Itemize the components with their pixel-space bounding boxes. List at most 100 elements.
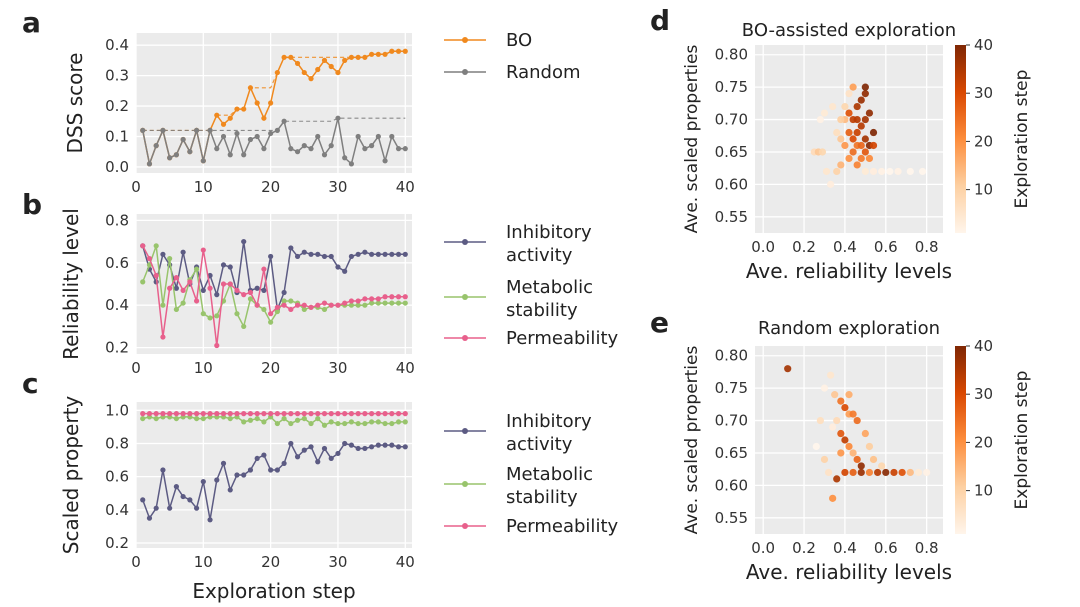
scatter-point: [853, 416, 861, 425]
data-point: [220, 133, 227, 140]
data-point: [321, 306, 328, 313]
panel-letter-d: d: [650, 4, 670, 37]
data-point: [301, 306, 307, 313]
scatter-point: [869, 167, 878, 176]
data-point: [375, 300, 381, 306]
scatter-point: [845, 90, 853, 98]
data-point: [254, 133, 260, 140]
data-point: [274, 420, 280, 427]
scatter-point: [861, 148, 869, 156]
data-point: [281, 302, 287, 308]
scatter-point: [845, 128, 853, 137]
colorbar-tick-label: 10: [974, 482, 993, 500]
data-point: [375, 419, 381, 425]
scatter-point: [857, 468, 865, 477]
series-line: [142, 441, 406, 520]
x-tick-label: 10: [194, 178, 213, 196]
data-point: [375, 442, 381, 448]
legend-label: Inhibitory: [506, 411, 592, 432]
data-point: [261, 287, 267, 293]
data-point: [395, 48, 402, 54]
data-point: [294, 417, 301, 423]
data-point: [247, 411, 254, 417]
scatter-point: [861, 135, 869, 143]
scatter-point: [820, 384, 829, 392]
data-point: [382, 51, 388, 57]
legend-label: stability: [506, 300, 578, 321]
y-tick-label: 0.4: [105, 36, 129, 54]
data-point: [375, 51, 381, 57]
data-point: [268, 411, 274, 417]
scatter-point: [833, 128, 841, 137]
data-point: [348, 253, 355, 260]
data-point: [180, 493, 186, 500]
data-point: [355, 133, 361, 140]
data-point: [140, 279, 146, 285]
x-tick-label: 10: [194, 553, 213, 571]
scatter-point: [831, 391, 839, 399]
data-point: [207, 285, 213, 291]
series-line: [142, 245, 406, 329]
data-point: [355, 298, 361, 304]
data-point: [220, 411, 227, 417]
x-axis-label: Ave. reliability levels: [746, 560, 952, 584]
data-point: [220, 121, 227, 127]
data-point: [281, 411, 287, 417]
data-point: [173, 415, 179, 422]
data-point: [234, 287, 240, 293]
chart-title: Random exploration: [758, 318, 940, 339]
scatter-point: [906, 468, 914, 477]
y-tick-label: 0.8: [105, 434, 129, 452]
x-tick-label: 0.8: [915, 539, 939, 557]
data-point: [254, 411, 260, 417]
data-point: [160, 251, 166, 257]
data-point: [167, 411, 173, 417]
series-line: [142, 415, 406, 427]
data-point: [261, 452, 267, 458]
data-point: [167, 505, 173, 511]
data-point: [375, 296, 381, 302]
scatter-point: [845, 109, 853, 117]
x-tick-label: 0: [131, 359, 141, 377]
data-point: [160, 334, 166, 340]
data-point: [227, 115, 233, 121]
data-point: [402, 300, 408, 306]
data-point: [369, 411, 375, 417]
data-point: [153, 411, 159, 417]
scatter-point: [845, 154, 853, 163]
data-point: [375, 251, 381, 257]
data-point: [281, 460, 287, 466]
data-point: [200, 311, 206, 317]
scatter-point: [816, 416, 824, 425]
x-tick-label: 0.2: [792, 238, 816, 256]
scatter-point: [841, 468, 849, 477]
data-point: [335, 115, 341, 121]
data-point: [153, 243, 159, 249]
scatter-point: [857, 96, 865, 104]
legend-marker: [462, 481, 468, 487]
scatter-point: [845, 442, 853, 451]
colorbar-tick-label: 20: [974, 132, 993, 150]
data-point: [288, 298, 294, 304]
data-point: [321, 57, 328, 63]
y-axis-label: Ave. scaled properties: [682, 346, 702, 535]
scatter-point: [857, 122, 865, 130]
y-tick-label: 0.80: [715, 347, 748, 365]
data-point: [308, 251, 314, 257]
colorbar-tick-label: 30: [974, 84, 993, 102]
data-point: [395, 300, 402, 306]
legend-marker: [462, 37, 468, 43]
data-point: [375, 133, 381, 140]
data-point: [369, 51, 375, 57]
y-tick-label: 0.4: [105, 501, 129, 519]
data-point: [241, 419, 247, 425]
scatter-point: [878, 167, 886, 176]
data-point: [362, 411, 368, 417]
data-point: [369, 419, 375, 425]
data-point: [234, 130, 240, 137]
data-point: [241, 152, 247, 158]
data-point: [288, 245, 294, 251]
data-point: [268, 319, 274, 325]
data-point: [274, 69, 280, 76]
legend-label: stability: [506, 487, 578, 508]
